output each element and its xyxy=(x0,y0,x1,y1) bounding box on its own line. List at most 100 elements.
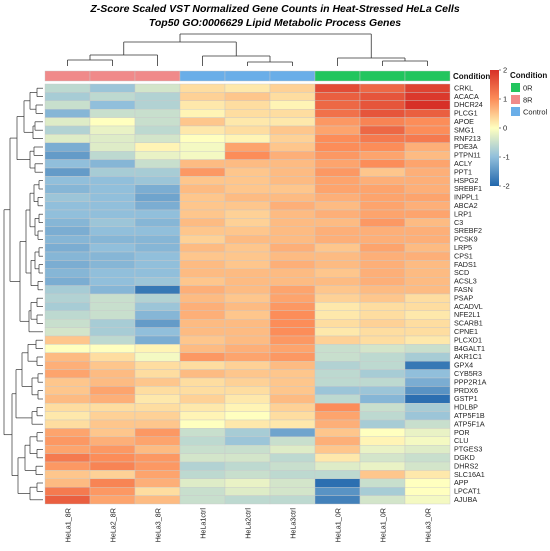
heatmap-cell xyxy=(269,117,316,127)
heatmap-cell xyxy=(269,293,316,303)
heatmap-cell xyxy=(89,302,136,311)
heatmap-cells xyxy=(44,83,451,505)
heatmap-cell xyxy=(359,327,406,337)
heatmap-cell xyxy=(134,352,181,362)
heatmap-cell xyxy=(404,310,451,320)
heatmap-cell xyxy=(269,285,316,295)
heatmap-cell xyxy=(359,92,406,102)
heatmap-cell xyxy=(134,100,181,110)
heatmap-cell xyxy=(314,209,361,219)
heatmap-cell xyxy=(359,234,406,244)
heatmap-cell xyxy=(314,108,361,118)
heatmap-cell xyxy=(44,453,91,463)
row-label: AJUBA xyxy=(454,495,477,504)
heatmap-cell xyxy=(44,243,91,253)
heatmap-cell xyxy=(89,293,136,303)
heatmap-cell xyxy=(224,386,271,395)
heatmap-cell xyxy=(224,487,271,496)
heatmap-cell xyxy=(224,277,271,286)
heatmap-cell xyxy=(404,352,451,362)
heatmap-cell xyxy=(89,83,136,93)
heatmap-cell xyxy=(179,134,226,143)
heatmap-cell xyxy=(314,461,361,471)
heatmap-cell xyxy=(404,209,451,219)
heatmap-cell xyxy=(44,487,91,496)
heatmap-cell xyxy=(224,478,271,488)
row-label: PPP2R1A xyxy=(454,377,487,386)
row-label: CYB5R3 xyxy=(454,369,482,378)
heatmap-cell xyxy=(44,142,91,152)
heatmap-cell xyxy=(314,184,361,194)
heatmap-cell xyxy=(179,260,226,269)
condition-legend-label: Control xyxy=(523,108,548,117)
heatmap-cell xyxy=(269,419,316,429)
heatmap-cell xyxy=(44,386,91,395)
heatmap-cell xyxy=(89,251,136,261)
heatmap-cell xyxy=(44,100,91,110)
heatmap-cell xyxy=(404,83,451,93)
heatmap-cell xyxy=(224,411,271,421)
heatmap-cell xyxy=(134,319,181,328)
heatmap-cell xyxy=(359,428,406,437)
row-label: ATP5F1A xyxy=(454,419,485,428)
heatmap-cell xyxy=(179,302,226,311)
heatmap-cell xyxy=(134,369,181,379)
heatmap-cell xyxy=(224,125,271,135)
heatmap-cell xyxy=(44,83,91,93)
heatmap-cell xyxy=(314,302,361,311)
heatmap-cell xyxy=(89,226,136,236)
heatmap-cell xyxy=(134,411,181,421)
heatmap-cell xyxy=(134,419,181,429)
heatmap-cell xyxy=(269,327,316,337)
heatmap-cell xyxy=(269,100,316,110)
color-scale-tick-label: -1 xyxy=(503,153,510,162)
heatmap-cell xyxy=(134,108,181,118)
heatmap-cell xyxy=(314,487,361,496)
heatmap-cell xyxy=(89,100,136,110)
heatmap-cell xyxy=(404,327,451,337)
heatmap-cell xyxy=(224,134,271,143)
heatmap-cell xyxy=(359,319,406,328)
heatmap-cell xyxy=(359,495,406,505)
heatmap-cell xyxy=(269,302,316,311)
heatmap-cell xyxy=(269,142,316,152)
heatmap-cell xyxy=(404,100,451,110)
heatmap-cell xyxy=(359,201,406,211)
heatmap-cell xyxy=(359,310,406,320)
row-label: ATP5F1B xyxy=(454,411,485,420)
heatmap-cell xyxy=(314,361,361,370)
heatmap-cell xyxy=(359,159,406,169)
heatmap-cell xyxy=(134,428,181,437)
heatmap-cell xyxy=(404,117,451,127)
heatmap-cell xyxy=(179,394,226,404)
heatmap-cell xyxy=(134,302,181,311)
heatmap-cell xyxy=(179,310,226,320)
row-label: PDE3A xyxy=(454,142,478,151)
heatmap-cell xyxy=(89,159,136,169)
heatmap-cell xyxy=(179,209,226,219)
heatmap-cell xyxy=(404,251,451,261)
heatmap-cell xyxy=(89,453,136,463)
heatmap-cell xyxy=(89,495,136,505)
heatmap-cell xyxy=(269,335,316,345)
heatmap-cell xyxy=(134,184,181,194)
heatmap-cell xyxy=(404,319,451,328)
heatmap-cell xyxy=(134,134,181,143)
heatmap-cell xyxy=(89,478,136,488)
heatmap-cell xyxy=(44,92,91,102)
heatmap-cell xyxy=(89,285,136,295)
heatmap-cell xyxy=(134,436,181,446)
heatmap-cell xyxy=(404,394,451,404)
heatmap-cell xyxy=(359,260,406,269)
heatmap-cell xyxy=(314,386,361,395)
row-label: B4GALT1 xyxy=(454,344,485,353)
heatmap-cell xyxy=(359,134,406,143)
heatmap-cell xyxy=(134,277,181,286)
heatmap-cell xyxy=(134,327,181,337)
heatmap-cell xyxy=(269,411,316,421)
heatmap-cell xyxy=(44,319,91,328)
heatmap-cell xyxy=(404,445,451,454)
condition-annotation-cell xyxy=(134,70,181,82)
heatmap-cell xyxy=(404,403,451,412)
heatmap-cell xyxy=(359,142,406,152)
